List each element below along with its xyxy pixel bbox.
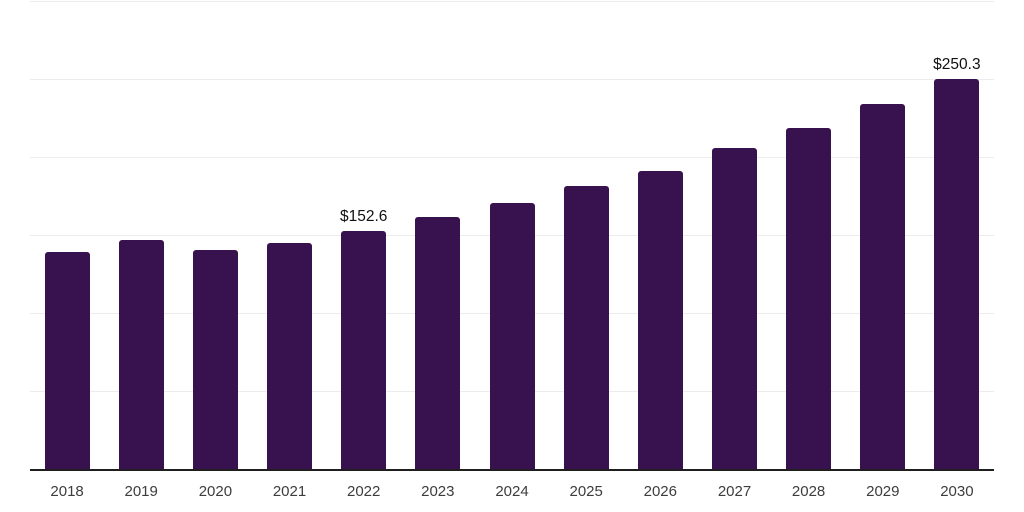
- gridline: [30, 157, 994, 158]
- x-axis-label-2020: 2020: [198, 483, 233, 500]
- gridline: [30, 1, 994, 2]
- gridline: [30, 79, 994, 80]
- x-axis-label-2028: 2028: [791, 483, 826, 500]
- bar-2030: [934, 79, 980, 469]
- bar-2029: [860, 104, 906, 469]
- bar-2023: [415, 217, 461, 469]
- x-axis-label-2024: 2024: [495, 483, 529, 500]
- bar-2024: [489, 203, 535, 469]
- bar-2026: [637, 171, 683, 469]
- x-axis-label-2026: 2026: [643, 483, 677, 500]
- x-axis-label-2022: 2022: [347, 483, 381, 500]
- x-axis-label-2030: 2030: [940, 483, 974, 500]
- bar-value-label-2030: $250.3: [933, 56, 981, 73]
- bar-2025: [563, 186, 609, 469]
- x-axis-label-2025: 2025: [569, 483, 603, 500]
- x-axis-label-2019: 2019: [124, 483, 158, 500]
- bar-2022: [341, 231, 387, 469]
- x-axis-line: [30, 469, 994, 471]
- bar-2020: [192, 250, 238, 469]
- bar-2027: [712, 148, 757, 469]
- x-axis-label-2027: 2027: [717, 483, 752, 500]
- bar-2028: [786, 128, 832, 469]
- bar-2019: [118, 240, 164, 469]
- x-axis-label-2018: 2018: [50, 483, 84, 500]
- bar-value-label-2022: $152.6: [339, 208, 388, 225]
- bar-2018: [44, 252, 90, 469]
- x-axis-label-2023: 2023: [421, 483, 455, 500]
- x-axis-label-2029: 2029: [866, 483, 900, 500]
- x-axis-label-2021: 2021: [272, 483, 307, 500]
- bar-2021: [267, 243, 312, 469]
